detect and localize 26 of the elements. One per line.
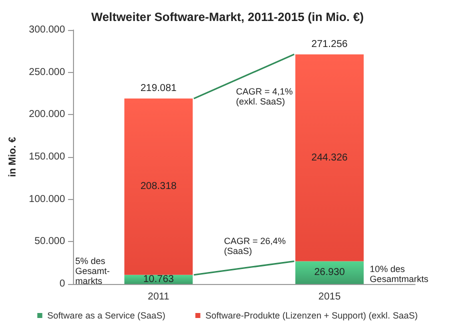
data-label: 208.318	[140, 181, 178, 192]
y-tick-label: 150.000	[28, 152, 66, 162]
y-tick-label: 0	[59, 278, 66, 290]
bar	[124, 98, 193, 275]
data-label: 10.763	[143, 274, 174, 285]
total-label: 271.256	[311, 38, 348, 50]
data-label: 244.326	[311, 152, 348, 164]
legend-label: Software-Produkte (Lizenzen + Support) (exkl. SaaS)	[205, 310, 418, 320]
annotation: 10% des Gesamtmarkts	[370, 264, 429, 284]
x-tick-label: 2015	[318, 292, 342, 302]
bar	[295, 261, 364, 284]
legend-label: Software as a Service (SaaS)	[47, 310, 166, 320]
y-tick-label: 100.000	[28, 194, 66, 205]
annotation: CAGR = 26,4% (SaaS)	[224, 236, 286, 256]
chart-title: Weltweiter Software-Markt, 2011-2015 (in Mio. €)	[91, 10, 364, 24]
data-label: 26.930	[314, 267, 346, 278]
y-tick-label: 300.000	[28, 24, 66, 36]
y-tick-label: 50.000	[34, 236, 66, 248]
y-tick-label: 250.000	[28, 66, 66, 78]
y-axis-title: in Mio. €	[8, 136, 18, 177]
x-tick-label: 2011	[148, 292, 170, 302]
total-label: 219.081	[140, 83, 178, 94]
annotation: CAGR = 4,1% (exkl. SaaS)	[236, 86, 293, 106]
annotation: 5% des Gesamt- markts	[75, 256, 110, 286]
y-tick-label: 200.000	[28, 109, 66, 120]
bar	[295, 54, 364, 262]
